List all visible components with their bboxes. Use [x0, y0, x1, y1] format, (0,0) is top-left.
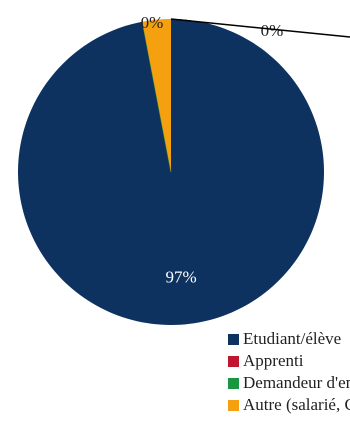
legend-label: Apprenti [243, 351, 304, 370]
legend-label: Etudiant/élève [243, 329, 341, 348]
legend-label: Autre (salarié, CIF…) [243, 395, 350, 414]
legend-swatch [228, 356, 239, 367]
legend-swatch [228, 400, 239, 411]
legend-swatch [228, 378, 239, 389]
leader-line [170, 18, 350, 38]
data-label: 0% [141, 13, 164, 32]
legend-swatch [228, 334, 239, 345]
legend-label: Demandeur d'emploi [243, 373, 350, 392]
pie-slice [142, 19, 171, 172]
data-label: 0% [261, 21, 284, 40]
pie-slice [18, 19, 325, 325]
data-label: 97% [165, 268, 196, 287]
